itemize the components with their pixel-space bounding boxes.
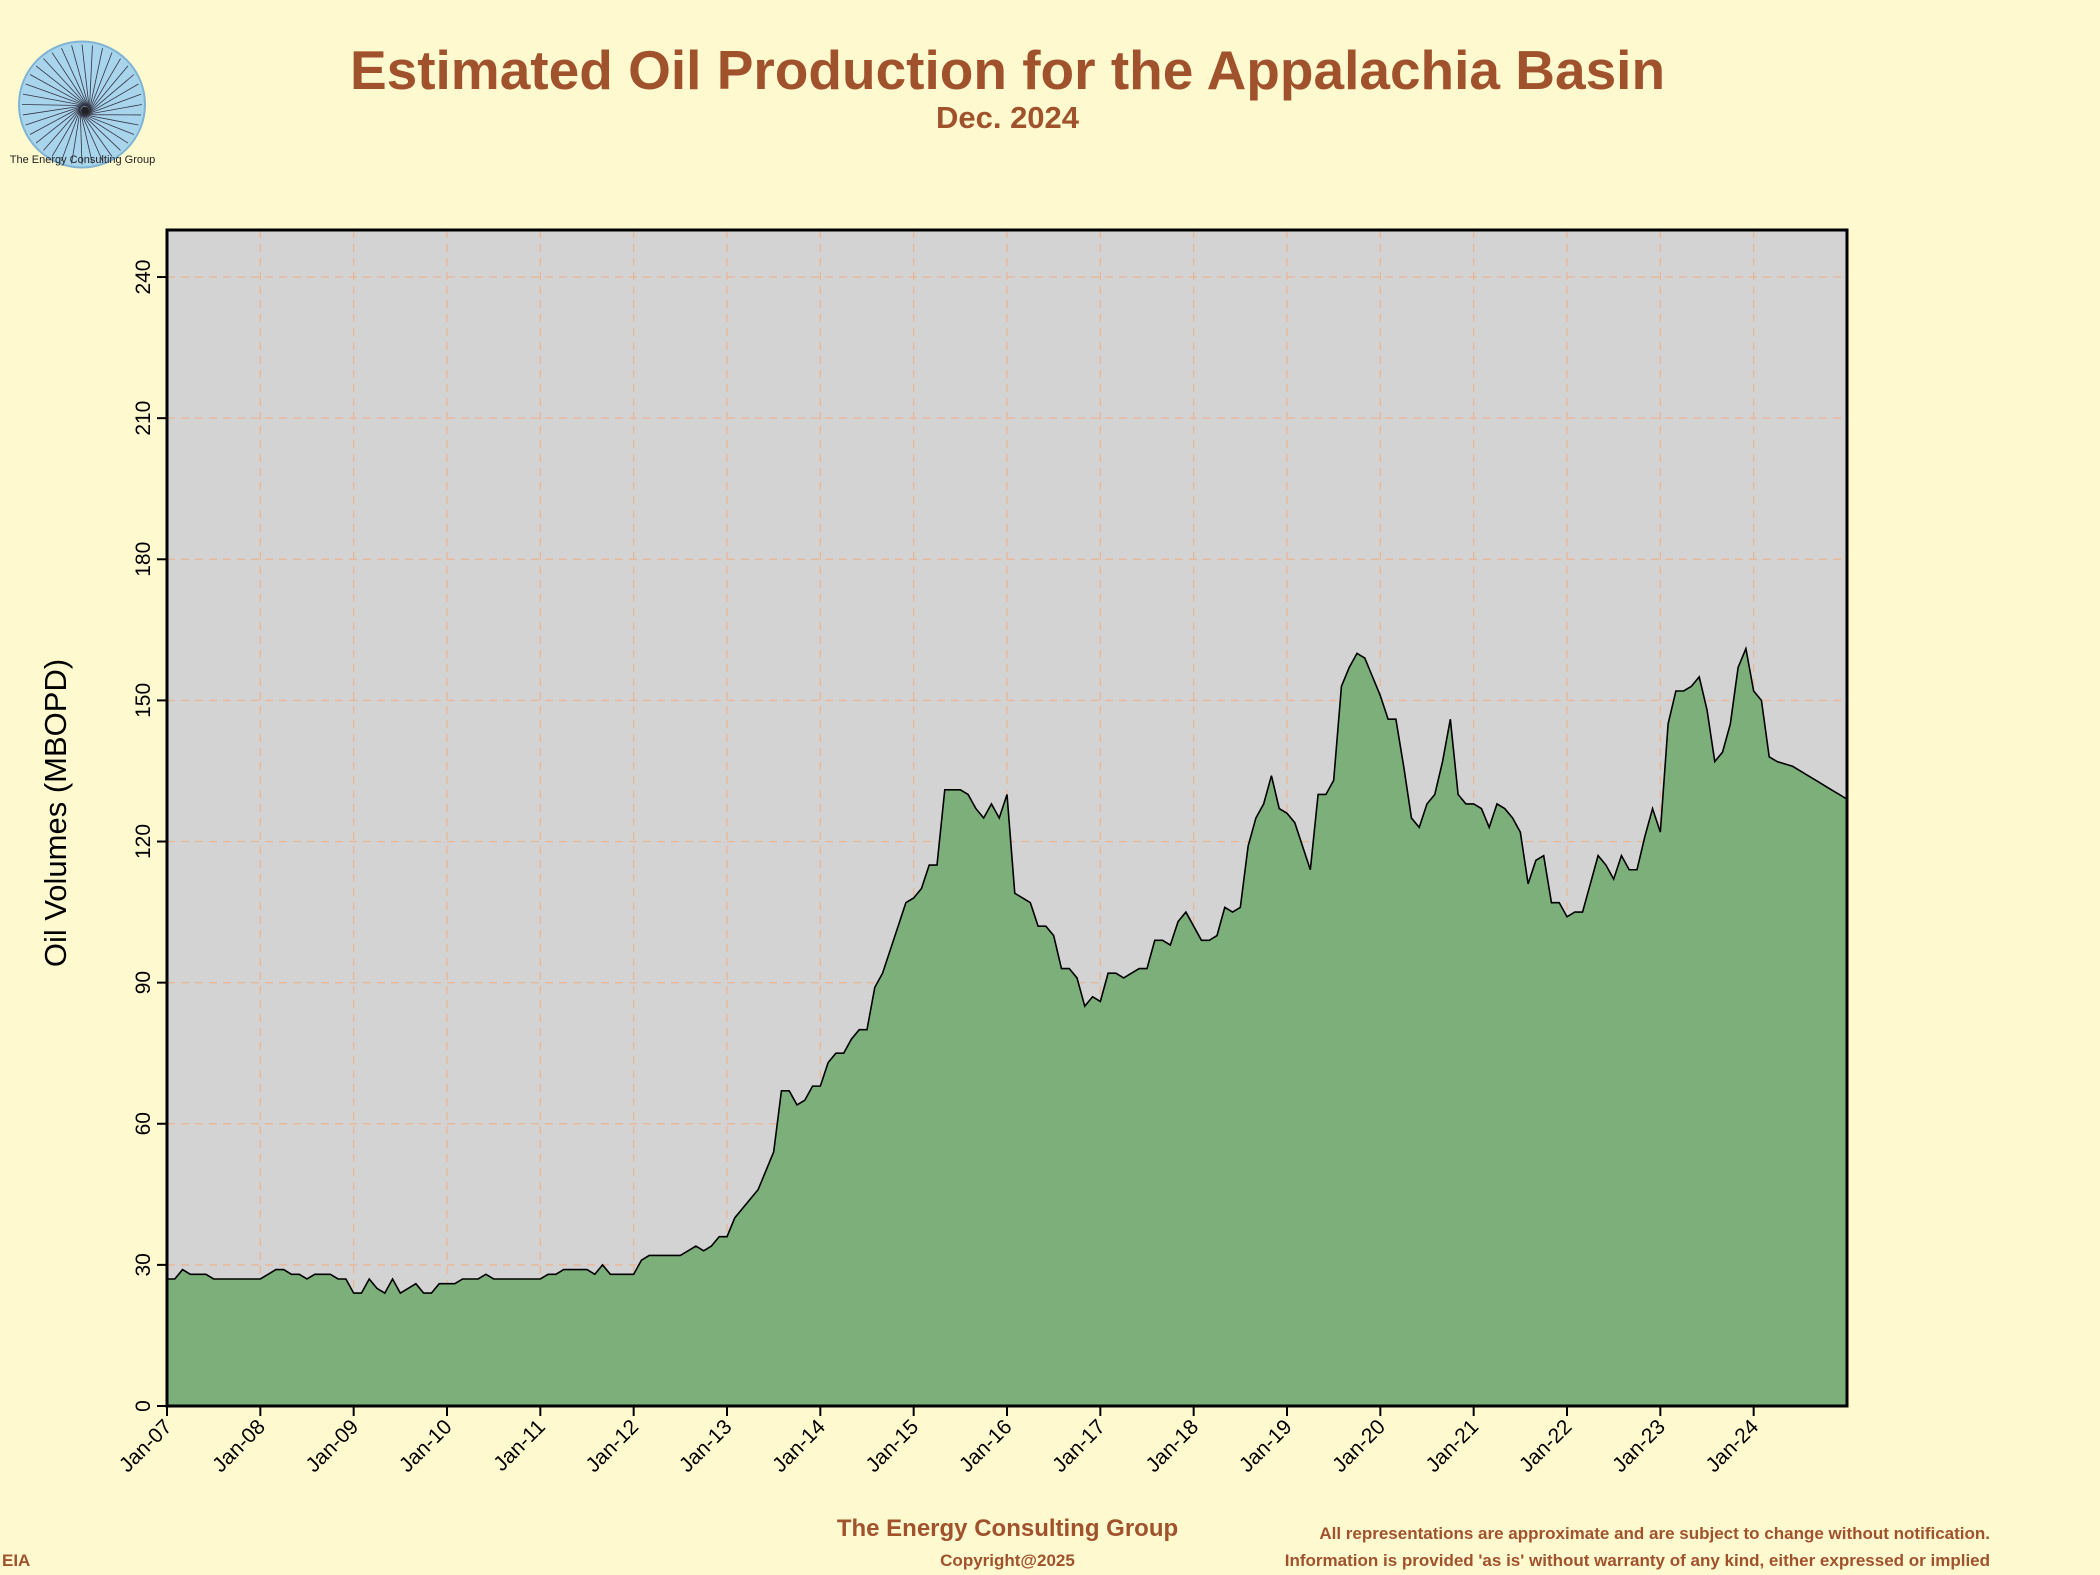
- x-tick-label: Jan-18: [1142, 1415, 1204, 1477]
- x-tick-label: Jan-12: [582, 1415, 644, 1477]
- x-tick-label: Jan-09: [302, 1415, 364, 1477]
- x-tick-label: Jan-16: [955, 1415, 1017, 1477]
- footer-brand: The Energy Consulting Group: [836, 1515, 1179, 1542]
- company-logo: [18, 40, 146, 169]
- x-tick-label: Jan-08: [208, 1415, 270, 1477]
- x-tick-label: Jan-19: [1235, 1415, 1297, 1477]
- x-tick-label: Jan-14: [768, 1415, 830, 1477]
- x-tick-label: Jan-10: [395, 1415, 457, 1477]
- y-tick-label: 120: [132, 824, 155, 859]
- disclaimer-line-2: Information is provided 'as is' without …: [1284, 1551, 1990, 1570]
- y-tick-label: 0: [132, 1400, 155, 1412]
- production-line: [167, 645, 1848, 1295]
- x-tick-label: Jan-07: [115, 1415, 177, 1477]
- y-tick-label: 180: [132, 542, 155, 577]
- footer-copyright: Copyright@2025: [940, 1551, 1075, 1570]
- chart-subtitle: Dec. 2024: [935, 100, 1080, 135]
- logo-caption: The Energy Consulting Group: [9, 154, 156, 166]
- x-tick-label: Jan-22: [1515, 1415, 1577, 1477]
- y-tick-label: 240: [132, 260, 155, 295]
- production-area: [167, 648, 1847, 1406]
- x-tick-label: Jan-11: [489, 1415, 550, 1476]
- y-tick-label: 150: [132, 683, 155, 718]
- x-tick-label: Jan-21: [1422, 1415, 1484, 1477]
- y-tick-label: 30: [132, 1253, 155, 1276]
- chart-title: Estimated Oil Production for the Appalac…: [349, 39, 1666, 101]
- y-axis-label: Oil Volumes (MBOPD): [38, 659, 73, 967]
- x-tick-label: Jan-24: [1702, 1415, 1764, 1477]
- y-tick-label: 60: [132, 1112, 155, 1135]
- y-tick-label: 210: [132, 401, 155, 436]
- disclaimer-line-1: All representations are approximate and …: [1319, 1524, 1990, 1543]
- x-tick-label: Jan-23: [1608, 1415, 1670, 1477]
- y-tick-label: 90: [132, 971, 155, 994]
- footer-source: EIA: [2, 1551, 31, 1570]
- x-tick-label: Jan-13: [675, 1415, 737, 1477]
- x-tick-label: Jan-17: [1048, 1415, 1110, 1477]
- x-tick-label: Jan-15: [862, 1415, 924, 1477]
- x-tick-label: Jan-20: [1328, 1415, 1390, 1477]
